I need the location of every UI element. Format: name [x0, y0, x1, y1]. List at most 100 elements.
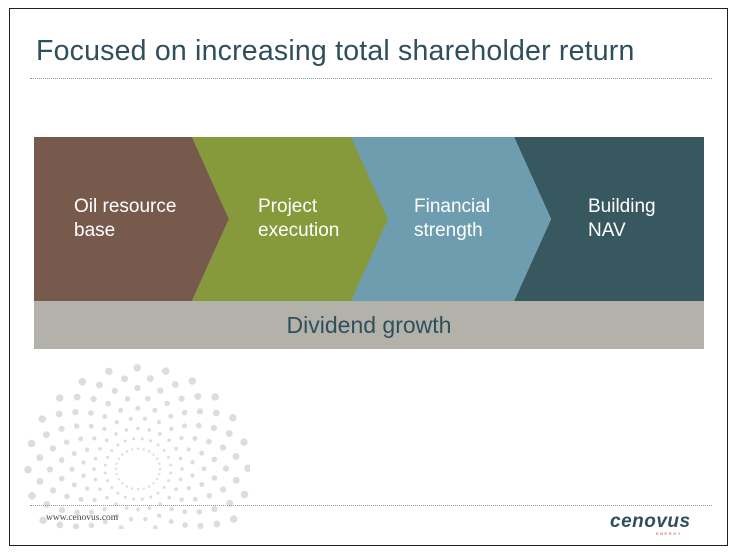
burst-dot	[84, 447, 90, 452]
burst-dot	[128, 517, 134, 522]
burst-dot	[115, 473, 118, 476]
burst-dot	[212, 409, 220, 417]
burst-dot	[103, 463, 107, 467]
burst-dot	[116, 443, 120, 447]
burst-dot	[211, 393, 219, 401]
burst-dot	[155, 477, 159, 481]
burst-dot	[146, 375, 154, 383]
slide: Focused on increasing total shareholder …	[9, 8, 728, 546]
dividend-growth-band: Dividend growth	[34, 301, 704, 349]
burst-dot	[225, 430, 233, 438]
burst-dot	[42, 431, 50, 439]
chevron-label-line1: Oil resource	[74, 196, 177, 217]
burst-dot	[158, 462, 161, 465]
burst-dot	[178, 456, 183, 461]
burst-dot	[73, 393, 81, 401]
burst-dot	[142, 416, 148, 421]
burst-dot	[46, 466, 54, 473]
burst-dot	[102, 426, 107, 432]
burst-dot	[166, 479, 171, 483]
burst-dot	[142, 487, 145, 490]
burst-dot	[121, 453, 124, 456]
burst-dot	[116, 491, 120, 495]
burst-dot	[117, 477, 121, 481]
burst-dot	[55, 410, 63, 418]
burst-dot	[117, 457, 121, 461]
burst-dot	[89, 509, 94, 515]
burst-dot	[92, 436, 97, 441]
burst-dot	[49, 445, 57, 452]
burst-dot	[124, 396, 131, 402]
burst-dot	[121, 375, 128, 383]
burst-dot	[114, 513, 120, 518]
burst-dot	[240, 490, 249, 499]
burst-dot	[196, 422, 202, 429]
burst-dot	[190, 473, 195, 478]
burst-dot	[169, 471, 173, 475]
burst-dot	[152, 453, 155, 456]
burst-dot	[71, 482, 77, 488]
burst-dot	[102, 414, 108, 419]
burst-dot	[158, 473, 161, 476]
burst-dot	[118, 407, 124, 413]
burst-dot	[136, 447, 140, 450]
burst-dot	[178, 477, 183, 482]
chevron-label-line1: Building	[588, 196, 656, 217]
burst-dot	[182, 509, 188, 515]
burst-dot	[78, 497, 84, 502]
burst-dot	[110, 485, 114, 490]
burst-dot	[105, 479, 110, 483]
burst-dot	[152, 482, 155, 485]
burst-dot	[124, 506, 129, 510]
burst-dot	[39, 516, 47, 524]
burst-dot	[93, 477, 98, 482]
burst-dot	[28, 492, 36, 500]
burst-dot	[98, 446, 102, 451]
burst-dot	[125, 450, 129, 453]
burst-dot	[110, 448, 114, 453]
burst-dot	[174, 487, 178, 492]
burst-dot	[211, 475, 218, 481]
burst-dot	[132, 497, 136, 501]
slide-title: Focused on increasing total shareholder …	[36, 35, 635, 67]
burst-dot	[118, 525, 124, 529]
burst-dot	[90, 395, 97, 403]
chevron-label-line2: strength	[414, 220, 483, 241]
burst-dot	[105, 400, 111, 407]
burst-dot	[72, 523, 80, 529]
burst-dot	[71, 451, 77, 456]
burst-dot	[58, 457, 65, 463]
burst-dot	[102, 519, 108, 525]
footer-divider	[30, 505, 712, 506]
burst-dot	[229, 414, 237, 422]
burst-dot	[201, 466, 207, 472]
cenovus-logo-subtext: ENERGY	[656, 531, 682, 536]
burst-dot	[210, 424, 218, 432]
burst-dot	[124, 428, 129, 432]
burst-dot	[158, 432, 162, 436]
burst-dot	[103, 471, 107, 475]
chevron-label-line2: NAV	[588, 220, 626, 241]
burst-dot	[167, 438, 171, 443]
burst-dot	[192, 496, 198, 502]
burst-dot	[74, 509, 80, 516]
burst-dot	[162, 448, 166, 453]
burst-dot	[178, 395, 185, 402]
burst-dot	[180, 467, 184, 471]
burst-dot	[85, 486, 90, 491]
burst-dot	[38, 415, 47, 423]
burst-dot	[147, 450, 151, 453]
burst-dot	[149, 495, 153, 499]
burst-dot	[166, 455, 171, 459]
burst-dot	[171, 381, 179, 389]
burst-dot	[169, 506, 174, 512]
title-divider	[30, 78, 712, 79]
burst-dot	[131, 448, 134, 451]
burst-dot	[136, 507, 140, 512]
burst-dot	[24, 465, 32, 474]
burst-dot	[105, 455, 110, 459]
burst-dot	[88, 522, 95, 529]
burst-dot	[63, 439, 70, 445]
burst-dot	[157, 387, 164, 394]
dot-burst-decoration	[24, 364, 250, 529]
